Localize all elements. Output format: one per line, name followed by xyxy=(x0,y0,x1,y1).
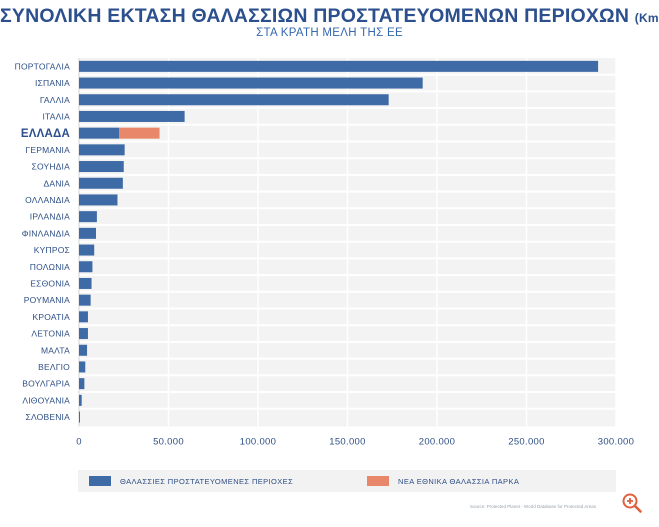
x-tick-label: 250.000 xyxy=(508,436,544,447)
zoom-in-icon xyxy=(622,493,642,513)
bar-protected-areas xyxy=(79,177,123,189)
category-label: ΓΑΛΛΙΑ xyxy=(40,95,70,105)
chart-subtitle: ΣΤΑ ΚΡΑΤΗ ΜΕΛΗ ΤΗΣ ΕΕ xyxy=(256,27,403,39)
category-label: ΣΛΟΒΕΝΙΑ xyxy=(26,412,71,422)
category-label: ΡΟΥΜΑΝΙΑ xyxy=(24,295,70,305)
legend-item-protected-areas: ΘΑΛΑΣΣΙΕΣ ΠΡΟΣΤΑΤΕΥΟΜΕΝΕΣ ΠΕΡΙΟΧΕΣ xyxy=(89,475,293,487)
bar-protected-areas xyxy=(79,277,92,289)
legend-swatch-new-parks xyxy=(367,476,389,486)
bar-protected-areas xyxy=(79,344,88,356)
bar-protected-areas xyxy=(79,261,93,273)
bar-protected-areas xyxy=(79,211,97,223)
x-tick-label: 0 xyxy=(76,436,82,447)
category-label: ΕΣΘΟΝΙΑ xyxy=(30,278,70,288)
bar-protected-areas xyxy=(79,328,88,340)
bar-protected-areas xyxy=(79,110,185,122)
category-label: ΠΟΡΤΟΓΑΛΙΑ xyxy=(15,61,70,71)
category-label: ΒΕΛΓΙΟ xyxy=(38,362,70,372)
bar-protected-areas xyxy=(79,244,95,256)
legend-swatch-protected-areas xyxy=(89,476,111,486)
bar-protected-areas xyxy=(79,227,97,239)
bar-protected-areas xyxy=(79,311,88,323)
category-label: ΛΕΤΟΝΙΑ xyxy=(31,329,70,339)
category-label: ΠΟΛΩΝΙΑ xyxy=(30,262,70,272)
category-label: ΣΟΥΗΔΙΑ xyxy=(31,162,70,172)
x-tick-label: 300.000 xyxy=(598,436,634,447)
bar-protected-areas xyxy=(79,161,124,173)
bar-protected-areas xyxy=(79,194,118,206)
category-label: ΒΟΥΛΓΑΡΙΑ xyxy=(22,379,70,389)
source-note: Source: Protected Planet - World Databas… xyxy=(470,504,596,509)
bar-protected-areas xyxy=(79,77,423,89)
bar-protected-areas xyxy=(79,378,85,390)
legend-label-protected-areas: ΘΑΛΑΣΣΙΕΣ ΠΡΟΣΤΑΤΕΥΟΜΕΝΕΣ ΠΕΡΙΟΧΕΣ xyxy=(120,476,294,486)
bar-protected-areas xyxy=(79,144,125,156)
legend-label-new-parks: ΝΕΑ ΕΘΝΙΚΑ ΘΑΛΑΣΣΙΑ ΠΑΡΚΑ xyxy=(398,476,520,486)
category-label: ΚΡΟΑΤΙΑ xyxy=(33,312,71,322)
bar-new-parks xyxy=(119,127,160,139)
bar-protected-areas xyxy=(79,294,91,306)
category-label: ΛΙΘΟΥΑΝΙΑ xyxy=(22,395,70,405)
chart-legend: ΘΑΛΑΣΣΙΕΣ ΠΡΟΣΤΑΤΕΥΟΜΕΝΕΣ ΠΕΡΙΟΧΕΣ ΝΕΑ Ε… xyxy=(78,470,616,492)
bar-protected-areas xyxy=(79,361,86,373)
category-label: ΦΙΝΛΑΝΔΙΑ xyxy=(22,228,70,238)
category-label: ΓΕΡΜΑΝΙΑ xyxy=(25,145,70,155)
category-label: ΕΛΛΑΔΑ xyxy=(21,128,70,140)
bar-protected-areas xyxy=(79,127,120,139)
category-label: ΔΑΝΙΑ xyxy=(43,178,70,188)
bar-protected-areas xyxy=(79,394,82,406)
category-label: ΜΑΛΤΑ xyxy=(41,345,70,355)
category-label: ΙΤΑΛΙΑ xyxy=(42,111,70,121)
category-label: ΙΡΛΑΝΔΙΑ xyxy=(30,212,70,222)
zoom-button[interactable] xyxy=(621,492,643,514)
bar-protected-areas xyxy=(79,94,389,106)
bar-protected-areas xyxy=(79,60,599,72)
legend-item-new-parks: ΝΕΑ ΕΘΝΙΚΑ ΘΑΛΑΣΣΙΑ ΠΑΡΚΑ xyxy=(367,475,519,487)
category-label: ΚΥΠΡΟΣ xyxy=(34,245,70,255)
x-tick-label: 150.000 xyxy=(329,436,365,447)
bar-protected-areas xyxy=(79,411,80,423)
chart-title: ΣΥΝΟΛΙΚΗ ΕΚΤΑΣΗ ΘΑΛΑΣΣΙΩΝ ΠΡΟΣΤΑΤΕΥΟΜΕΝΩ… xyxy=(0,5,659,27)
x-tick-label: 200.000 xyxy=(419,436,455,447)
x-tick-label: 100.000 xyxy=(240,436,276,447)
x-tick-label: 50.000 xyxy=(153,436,184,447)
category-label: ΙΣΠΑΝΙΑ xyxy=(35,78,70,88)
category-label: ΟΛΛΑΝΔΙΑ xyxy=(25,195,70,205)
